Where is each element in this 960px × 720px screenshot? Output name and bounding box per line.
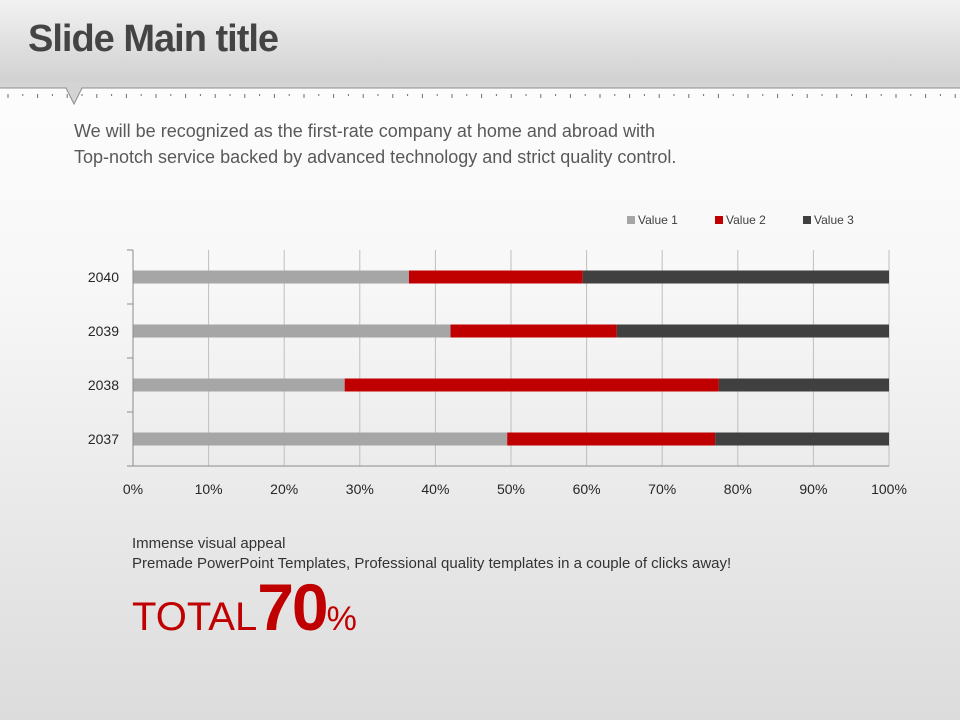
total-unit: % xyxy=(326,600,357,638)
slide-title: Slide Main title xyxy=(28,18,279,60)
tick-label: 60% xyxy=(573,481,601,497)
ruler-ticks xyxy=(7,94,956,98)
total-number: 70 xyxy=(257,570,328,644)
bar-segment xyxy=(718,378,889,392)
tick-label: 40% xyxy=(421,481,449,497)
slide-header: Slide Main title xyxy=(0,0,960,88)
tick-label: 80% xyxy=(724,481,752,497)
chart-bars xyxy=(133,270,889,446)
bar-segment xyxy=(450,324,617,338)
chart-legend: Value 1 Value 2 Value 3 xyxy=(627,213,854,227)
stacked-bar-chart: Value 1 Value 2 Value 3 2040 2039 2038 2037 0… xyxy=(88,213,907,497)
tick-label: 0% xyxy=(123,481,143,497)
tick-label: 30% xyxy=(346,481,374,497)
caption-line-2: Premade PowerPoint Templates, Profession… xyxy=(132,555,732,572)
chart-category-labels: 2040 2039 2038 2037 xyxy=(88,269,119,447)
bar-segment xyxy=(507,432,716,446)
bar-segment xyxy=(715,432,889,446)
legend-label: Value 2 xyxy=(726,213,766,227)
bar-segment xyxy=(582,270,889,284)
tick-label: 90% xyxy=(799,481,827,497)
bar-segment xyxy=(133,324,451,338)
bar-segment xyxy=(133,270,409,284)
bar-segment xyxy=(133,378,345,392)
legend-swatch xyxy=(715,216,723,224)
slide-subtitle: We will be recognized as the first-rate … xyxy=(74,118,676,170)
legend-label: Value 1 xyxy=(638,213,678,227)
tick-label: 100% xyxy=(871,481,907,497)
category-label: 2038 xyxy=(88,377,119,393)
total-display: TOTAL70% xyxy=(132,574,357,640)
tick-label: 20% xyxy=(270,481,298,497)
legend-label: Value 3 xyxy=(814,213,854,227)
chart-tick-labels: 0% 10% 20% 30% 40% 50% 60% 70% 80% 90% 100% xyxy=(123,481,907,497)
category-label: 2040 xyxy=(88,269,119,285)
total-word: TOTAL xyxy=(132,595,258,639)
caption-line-1: Immense visual appeal xyxy=(132,535,286,552)
caption: Immense visual appeal Premade PowerPoint… xyxy=(132,534,731,574)
subtitle-line-1: We will be recognized as the first-rate … xyxy=(74,121,655,141)
category-label: 2037 xyxy=(88,431,119,447)
tick-label: 10% xyxy=(195,481,223,497)
bar-segment xyxy=(616,324,889,338)
bar-segment xyxy=(133,432,508,446)
bar-segment xyxy=(344,378,719,392)
chart-grid xyxy=(208,250,890,466)
legend-swatch xyxy=(803,216,811,224)
tick-label: 70% xyxy=(648,481,676,497)
ruler-divider xyxy=(0,82,960,106)
bar-segment xyxy=(408,270,583,284)
chart-axes xyxy=(127,249,889,467)
legend-swatch xyxy=(627,216,635,224)
category-label: 2039 xyxy=(88,323,119,339)
tick-label: 50% xyxy=(497,481,525,497)
subtitle-line-2: Top-notch service backed by advanced tec… xyxy=(74,147,677,167)
